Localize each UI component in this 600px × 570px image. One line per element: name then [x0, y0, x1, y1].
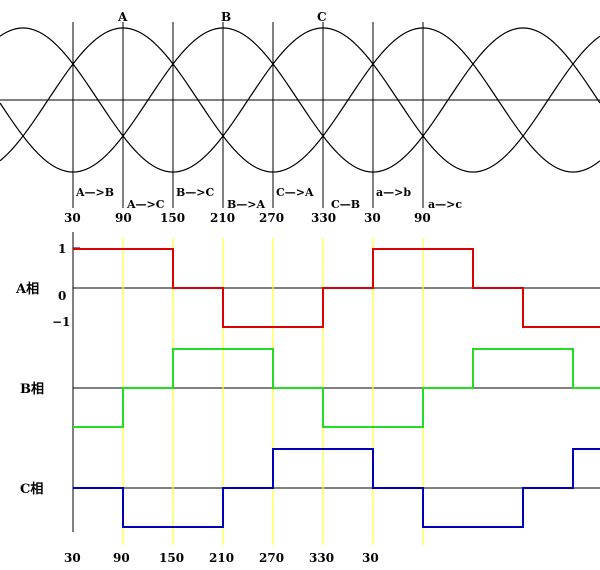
top-tick-90b: 90 [414, 211, 431, 225]
level-label-0: 0 [58, 289, 66, 303]
segment-label-3: B—>C [176, 186, 215, 199]
sine-wave-b [0, 27, 600, 173]
marker-lines [122, 238, 424, 545]
level-label-neg1: −1 [52, 315, 70, 329]
peak-label-c: C [317, 10, 327, 24]
segment-label-6: C—B [331, 198, 360, 211]
bottom-tick-330: 330 [309, 551, 334, 565]
segment-label-7: a—>b [376, 186, 411, 199]
segment-label-5: C—>A [276, 186, 314, 199]
sine-grid-lines [72, 22, 424, 208]
sine-panel: A B C A—>B A—>C B—>C B—>A C—>A C—B a—>b … [0, 10, 600, 225]
phase-label-a: A相 [15, 281, 39, 297]
segment-label-4: B—>A [227, 198, 266, 211]
segment-label-2: A—>C [126, 198, 165, 211]
top-tick-150: 150 [160, 211, 185, 225]
phase-label-b: B相 [20, 381, 44, 397]
bottom-tick-150: 150 [159, 551, 184, 565]
level-label-1: 1 [58, 242, 66, 256]
top-tick-210: 210 [210, 211, 235, 225]
top-tick-330: 330 [311, 211, 336, 225]
top-tick-30: 30 [64, 211, 81, 225]
phase-a-waveform [73, 248, 600, 328]
peak-label-b: B [221, 10, 231, 24]
phase-c-waveform [73, 448, 600, 528]
phase-b-waveform [73, 348, 600, 428]
segment-label-1: A—>B [75, 186, 114, 199]
bottom-tick-30b: 30 [362, 551, 379, 565]
top-tick-30b: 30 [364, 211, 381, 225]
peak-label-a: A [117, 10, 128, 24]
phase-panel: 1 0 −1 A相 B相 C相 30 90 150 210 270 330 30 [15, 232, 600, 565]
phase-label-c: C相 [20, 481, 43, 497]
sine-wave-a [0, 27, 600, 173]
sine-wave-c [0, 27, 600, 173]
top-tick-270: 270 [259, 211, 284, 225]
bottom-tick-210: 210 [209, 551, 234, 565]
bottom-tick-270: 270 [259, 551, 284, 565]
top-tick-90: 90 [115, 211, 132, 225]
segment-label-8: a—>c [428, 198, 462, 211]
bottom-tick-30: 30 [64, 551, 81, 565]
bottom-tick-90: 90 [113, 551, 130, 565]
